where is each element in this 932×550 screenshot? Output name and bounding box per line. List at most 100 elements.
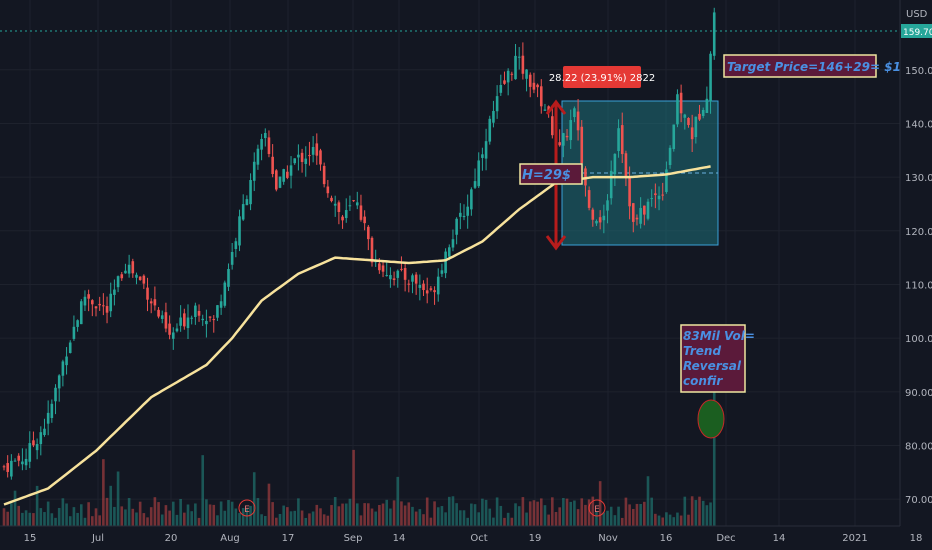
moving-average-line xyxy=(3,165,711,506)
candle-body xyxy=(91,300,94,305)
candle-body xyxy=(683,114,687,118)
volume-bar xyxy=(208,504,212,526)
time-tick-label: Oct xyxy=(470,533,487,544)
candle-body xyxy=(256,148,260,165)
volume-bar xyxy=(241,508,245,526)
volume-bar xyxy=(429,517,433,526)
volume-bar xyxy=(687,514,690,526)
volume-bar xyxy=(13,490,17,526)
volume-bar xyxy=(665,512,668,526)
volume-bar xyxy=(392,500,396,526)
volume-bar xyxy=(102,459,105,526)
candle-body xyxy=(271,156,274,175)
measure-label[interactable]: 28.22 (23.91%) 2822 xyxy=(549,66,655,88)
candle-body xyxy=(562,133,565,146)
candle-body xyxy=(13,460,17,462)
candle-body xyxy=(300,152,304,162)
volume-bar xyxy=(668,514,672,526)
volume-bar xyxy=(617,506,620,526)
candle-body xyxy=(359,205,363,220)
candle-body xyxy=(275,170,278,190)
time-tick-label: 2021 xyxy=(842,533,867,544)
volume-bar xyxy=(624,497,628,526)
volume-bar xyxy=(389,508,392,526)
volume-bar xyxy=(499,505,503,526)
volume-bar xyxy=(263,515,267,526)
volume-bar xyxy=(539,498,543,526)
volume-bar xyxy=(91,516,94,526)
volume-bar xyxy=(352,449,355,526)
volume-bar xyxy=(451,496,455,526)
last-price-badge-bg xyxy=(901,24,932,38)
volume-bar xyxy=(286,507,289,526)
candle-body xyxy=(87,294,90,299)
candle-body xyxy=(422,283,425,291)
candle-body xyxy=(687,117,690,126)
volume-bar xyxy=(510,517,514,526)
volume-bar xyxy=(517,506,521,526)
volume-bar xyxy=(411,506,414,526)
candle-body xyxy=(61,361,65,376)
candle-body xyxy=(308,155,311,157)
volume-bar xyxy=(304,517,308,526)
volume-bar xyxy=(153,497,157,526)
volume-bar xyxy=(308,513,311,526)
candle-body xyxy=(146,287,149,300)
volume-bar xyxy=(68,516,72,526)
candle-body xyxy=(609,170,613,199)
candle-body xyxy=(712,12,716,56)
height-label-bg xyxy=(519,163,583,185)
candle-body xyxy=(444,251,447,274)
volume-bar xyxy=(219,501,223,526)
volume-bar xyxy=(326,515,330,526)
volume-bar xyxy=(558,507,561,526)
grid xyxy=(0,0,900,526)
candle-body xyxy=(495,96,499,112)
volume-bar xyxy=(183,512,186,526)
earnings-marker-1[interactable]: E xyxy=(238,499,256,517)
volume-bar xyxy=(381,503,385,526)
volume-bar xyxy=(455,503,458,526)
time-axis[interactable] xyxy=(0,526,932,550)
target-label[interactable]: Target Price=146+29= $175 xyxy=(723,54,918,78)
candle-body xyxy=(286,171,289,178)
candle-body xyxy=(230,251,234,265)
height-label[interactable]: H=29$ xyxy=(519,163,583,185)
candle-body xyxy=(113,289,116,295)
volume-bar xyxy=(407,502,411,526)
candle-body xyxy=(481,154,484,158)
candle-body xyxy=(539,86,543,107)
volume-bar xyxy=(293,510,297,526)
volume-bar xyxy=(473,504,477,526)
volume-bar xyxy=(488,508,492,526)
volume-bar xyxy=(28,512,32,526)
candles xyxy=(2,7,716,480)
price-axis[interactable] xyxy=(900,0,932,550)
volume-bar xyxy=(521,497,525,526)
candle-body xyxy=(591,209,595,220)
candle-body xyxy=(234,241,238,249)
volume-note[interactable]: 83Mil Vol= Trend Reversal confir xyxy=(680,324,755,393)
candle-body xyxy=(153,299,157,306)
candle-body xyxy=(701,110,705,116)
volume-bar xyxy=(21,512,24,526)
candle-body xyxy=(455,218,458,235)
earnings-marker-2[interactable]: E xyxy=(588,499,606,517)
candle-body xyxy=(378,263,381,271)
volume-bar xyxy=(657,515,661,526)
volume-bar xyxy=(551,497,554,526)
volume-bar xyxy=(157,502,160,526)
candle-body xyxy=(451,239,455,248)
volume-bar xyxy=(282,505,285,526)
volume-bar xyxy=(190,511,193,526)
candle-body xyxy=(580,126,584,164)
price-tick-label: 90.00 xyxy=(905,388,932,399)
candle-body xyxy=(598,217,602,223)
candle-body xyxy=(186,317,190,329)
arrow-head-down-icon xyxy=(545,235,567,251)
candle-body xyxy=(190,317,193,319)
volume-bar xyxy=(573,500,576,526)
volume-bar xyxy=(234,508,238,526)
candle-body xyxy=(668,147,672,166)
